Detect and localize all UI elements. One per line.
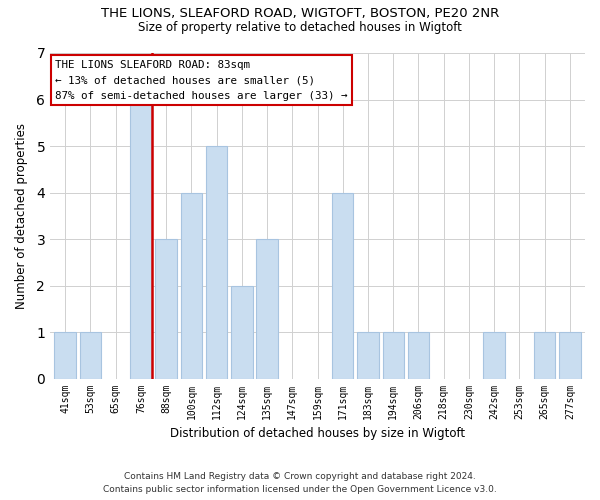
Y-axis label: Number of detached properties: Number of detached properties — [15, 123, 28, 309]
Bar — [80, 332, 101, 378]
Text: THE LIONS, SLEAFORD ROAD, WIGTOFT, BOSTON, PE20 2NR: THE LIONS, SLEAFORD ROAD, WIGTOFT, BOSTO… — [101, 8, 499, 20]
Text: Contains HM Land Registry data © Crown copyright and database right 2024.
Contai: Contains HM Land Registry data © Crown c… — [103, 472, 497, 494]
Bar — [559, 332, 581, 378]
Bar — [534, 332, 556, 378]
Text: Size of property relative to detached houses in Wigtoft: Size of property relative to detached ho… — [138, 21, 462, 34]
Bar — [206, 146, 227, 378]
Bar — [256, 239, 278, 378]
Bar — [181, 192, 202, 378]
Bar — [231, 286, 253, 378]
Bar — [357, 332, 379, 378]
Bar — [130, 100, 152, 378]
Bar — [55, 332, 76, 378]
X-axis label: Distribution of detached houses by size in Wigtoft: Distribution of detached houses by size … — [170, 427, 465, 440]
Bar — [155, 239, 177, 378]
Bar — [383, 332, 404, 378]
Text: THE LIONS SLEAFORD ROAD: 83sqm
← 13% of detached houses are smaller (5)
87% of s: THE LIONS SLEAFORD ROAD: 83sqm ← 13% of … — [55, 60, 348, 100]
Bar — [408, 332, 429, 378]
Bar — [484, 332, 505, 378]
Bar — [332, 192, 353, 378]
